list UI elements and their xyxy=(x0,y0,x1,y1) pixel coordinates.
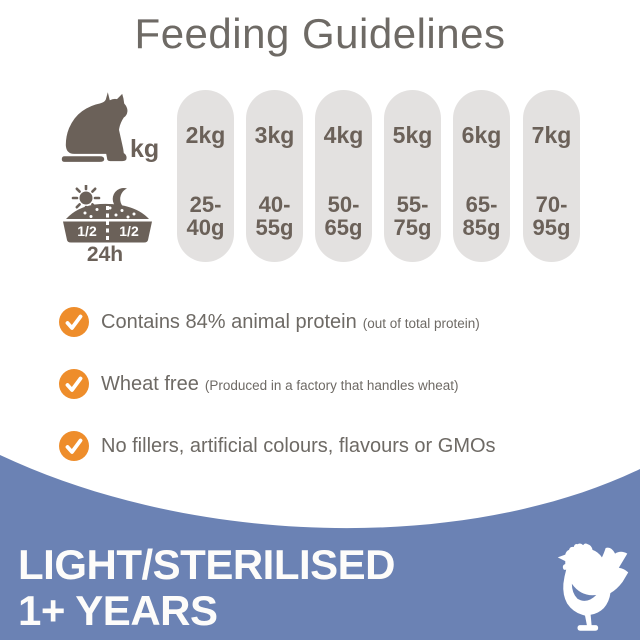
feeding-column-2kg: 2kg 25- 40g xyxy=(177,90,234,262)
product-variant-label: LIGHT/STERILISED 1+ YEARS xyxy=(18,541,396,634)
amount-value: 65g xyxy=(324,215,363,240)
benefit-text: No fillers, artificial colours, flavours… xyxy=(101,434,496,457)
check-icon xyxy=(59,431,89,461)
weight-value: 4kg xyxy=(323,122,364,148)
period-label: 24h xyxy=(86,243,124,266)
feeding-column-4kg: 4kg 50- 65g xyxy=(315,90,372,262)
variant-name: LIGHT/STERILISED xyxy=(18,541,396,588)
amount-value: 55g xyxy=(255,215,294,240)
amount-value: 95g xyxy=(532,215,571,240)
feeding-column-6kg: 6kg 65- 85g xyxy=(453,90,510,262)
amount-value: 85g xyxy=(462,215,501,240)
page-title: Feeding Guidelines xyxy=(134,10,506,57)
amount-value: 75g xyxy=(393,215,432,240)
amount-value: 55- xyxy=(396,192,429,217)
amount-value: 70- xyxy=(535,192,568,217)
benefit-note: (Produced in a factory that handles whea… xyxy=(204,377,459,393)
chicken-icon xyxy=(557,543,629,631)
benefit-note: (out of total protein) xyxy=(362,315,480,331)
weight-value: 2kg xyxy=(185,122,226,148)
cat-icon xyxy=(61,92,128,162)
weight-value: 5kg xyxy=(392,122,433,148)
banner-background xyxy=(0,455,640,640)
amount-value: 50- xyxy=(327,192,360,217)
weight-value: 3kg xyxy=(254,122,295,148)
amount-value: 65- xyxy=(465,192,498,217)
check-icon xyxy=(59,369,89,399)
weight-value: 6kg xyxy=(461,122,502,148)
feeding-column-3kg: 3kg 40- 55g xyxy=(246,90,303,262)
benefit-text: Contains 84% animal protein xyxy=(101,310,357,333)
benefit-row: Contains 84% animal protein (out of total… xyxy=(59,307,480,337)
check-icon xyxy=(59,307,89,337)
weight-value: 7kg xyxy=(531,122,572,148)
amount-value: 40g xyxy=(186,215,225,240)
daily-portion-icon: 1/2 1/2 xyxy=(63,185,152,243)
feeding-column-5kg: 5kg 55- 75g xyxy=(384,90,441,262)
amount-value: 40- xyxy=(258,192,291,217)
portion-left-label: 1/2 xyxy=(77,223,97,239)
benefit-row: Wheat free (Produced in a factory that ha… xyxy=(59,369,458,399)
weight-unit-label: kg xyxy=(130,135,160,163)
benefit-text: Wheat free xyxy=(101,372,199,395)
feeding-column-7kg: 7kg 70- 95g xyxy=(523,90,580,262)
age-range: 1+ YEARS xyxy=(18,587,218,634)
food-bowl-icon: 1/2 1/2 xyxy=(63,203,152,243)
portion-right-label: 1/2 xyxy=(119,223,139,239)
benefit-row: No fillers, artificial colours, flavours… xyxy=(59,431,502,461)
amount-value: 25- xyxy=(189,192,222,217)
